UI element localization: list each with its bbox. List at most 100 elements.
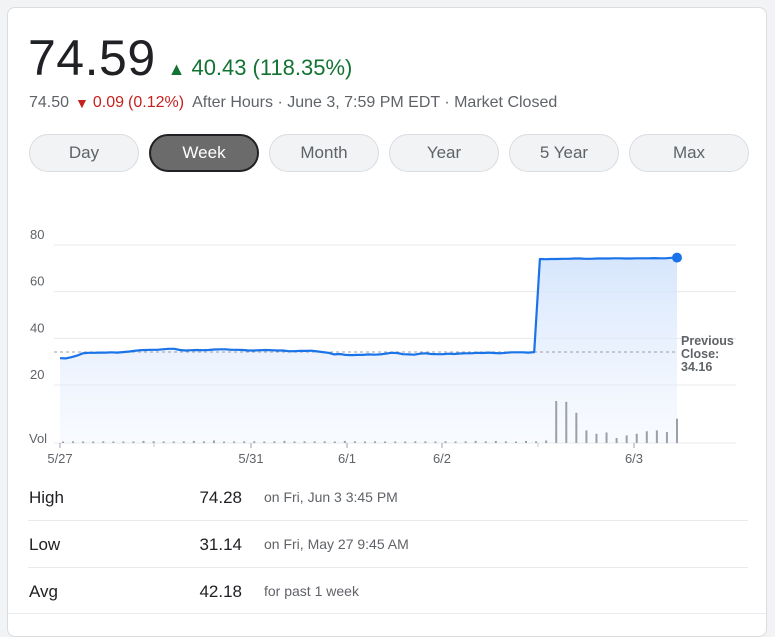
volume-bar: [444, 441, 447, 443]
change-amount: 40.43: [191, 55, 247, 80]
volume-bar: [404, 441, 407, 443]
tab-year[interactable]: Year: [389, 134, 499, 172]
volume-bar: [374, 441, 377, 443]
volume-bar: [504, 441, 507, 443]
volume-bar: [625, 435, 628, 443]
volume-bar: [545, 440, 548, 443]
volume-bar: [92, 441, 95, 443]
x-tick-label: 6/2: [433, 451, 451, 466]
volume-bar: [172, 441, 175, 443]
volume-bar: [494, 440, 497, 443]
volume-bar: [484, 441, 487, 443]
volume-bar: [62, 441, 64, 443]
after-hours-change-amount: 0.09: [92, 94, 125, 111]
tab-day[interactable]: Day: [29, 134, 139, 172]
volume-bar: [655, 430, 658, 443]
stat-value: 31.14: [199, 535, 242, 554]
volume-bar: [253, 441, 256, 443]
volume-bar: [384, 441, 387, 443]
up-arrow-icon: ▲: [167, 59, 186, 79]
volume-bar: [605, 432, 608, 443]
volume-bar: [303, 441, 306, 443]
volume-bar: [223, 441, 226, 443]
tab-month[interactable]: Month: [269, 134, 379, 172]
previous-close-value: 34.16: [681, 360, 712, 374]
stat-note: for past 1 week: [264, 583, 359, 599]
volume-bar: [615, 437, 618, 443]
volume-bar: [313, 441, 316, 443]
x-tick-label: 5/31: [238, 451, 263, 466]
series-line: [59, 256, 678, 360]
volume-bar: [343, 440, 346, 443]
stat-note: on Fri, Jun 3 3:45 PM: [264, 489, 398, 505]
volume-bar: [665, 432, 668, 443]
quote-card: 74.59 ▲ 40.43 (118.35%) 74.50 ▼ 0.09 (0.…: [7, 7, 768, 637]
volume-bar: [333, 441, 336, 443]
stat-value: 42.18: [199, 582, 242, 601]
tab-week[interactable]: Week: [149, 134, 259, 172]
volume-label: Vol: [29, 431, 47, 446]
volume-bar: [353, 441, 356, 443]
volume-bar: [162, 441, 165, 443]
volume-bar: [152, 441, 155, 443]
x-tick-label: 5/27: [47, 451, 72, 466]
volume-bar: [233, 441, 236, 443]
volume-bar: [434, 441, 437, 443]
volume-bar: [525, 440, 528, 443]
volume-bar: [424, 441, 427, 443]
volume-bar: [293, 441, 296, 443]
volume-bar: [142, 440, 145, 443]
stat-label: Low: [29, 535, 61, 554]
volume-bar: [474, 440, 477, 443]
volume-bar: [72, 441, 75, 443]
volume-bar: [283, 440, 286, 443]
previous-close-label: Close:: [681, 347, 719, 361]
volume-bar: [273, 441, 276, 443]
volume-bar: [575, 412, 578, 443]
y-tick-label: 80: [30, 227, 44, 242]
volume-bar: [676, 418, 678, 443]
divider: [8, 613, 768, 614]
volume-bar: [212, 440, 215, 443]
volume-bar: [182, 441, 185, 443]
after-hours-change: ▼ 0.09 (0.12%): [75, 94, 184, 112]
volume-bar: [585, 430, 588, 443]
volume-bar: [243, 441, 246, 443]
stat-label: Avg: [29, 582, 58, 601]
previous-close-label: Previous: [681, 334, 734, 348]
tab-5-year[interactable]: 5 Year: [509, 134, 619, 172]
volume-bar: [132, 441, 135, 443]
series-endpoint: [672, 252, 682, 263]
change-percent: (118.35%): [252, 55, 353, 80]
range-tabs: Day Week Month Year 5 Year Max: [29, 134, 749, 172]
stat-value: 74.28: [199, 488, 242, 507]
after-hours-price: 74.50: [29, 94, 70, 111]
volume-bar: [202, 441, 205, 443]
y-tick-label: 40: [30, 320, 44, 335]
stat-label: High: [29, 488, 64, 507]
y-tick-label: 60: [30, 274, 44, 289]
stat-row-low: Low 31.14 on Fri, May 27 9:45 AM: [28, 521, 748, 568]
price-change: ▲ 40.43 (118.35%): [168, 55, 353, 81]
x-tick-label: 6/1: [338, 451, 356, 466]
volume-bar: [363, 441, 366, 443]
volume-bar: [122, 441, 125, 443]
volume-bar: [263, 441, 266, 443]
series-fill: [60, 257, 677, 443]
volume-bar: [102, 441, 105, 443]
after-hours-row: 74.50 ▼ 0.09 (0.12%) After Hours · June …: [29, 94, 557, 112]
volume-bar: [82, 441, 85, 443]
volume-bar: [394, 441, 397, 443]
volume-bar: [323, 441, 326, 443]
volume-bar: [595, 433, 598, 443]
volume-bar: [565, 401, 568, 443]
stat-row-avg: Avg 42.18 for past 1 week: [28, 568, 748, 614]
y-tick-label: 20: [30, 367, 44, 382]
tab-max[interactable]: Max: [629, 134, 749, 172]
x-tick-label: 6/3: [625, 451, 643, 466]
stat-note: on Fri, May 27 9:45 AM: [264, 536, 409, 552]
volume-bar: [645, 431, 648, 443]
after-hours-status: After Hours · June 3, 7:59 PM EDT · Mark…: [192, 94, 558, 111]
stats-table: High 74.28 on Fri, Jun 3 3:45 PM Low 31.…: [28, 474, 748, 614]
